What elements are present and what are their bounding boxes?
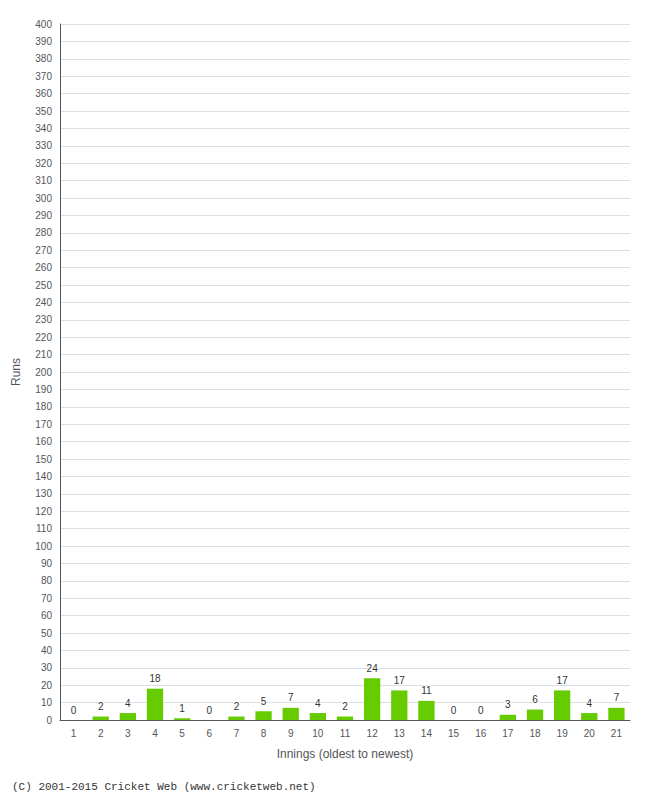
svg-text:3: 3	[505, 699, 511, 710]
svg-text:360: 360	[35, 88, 52, 99]
svg-text:4: 4	[125, 698, 131, 709]
svg-text:1: 1	[179, 703, 185, 714]
svg-text:5: 5	[179, 728, 185, 739]
svg-text:100: 100	[35, 541, 52, 552]
svg-text:17: 17	[394, 675, 406, 686]
svg-text:220: 220	[35, 332, 52, 343]
svg-text:21: 21	[611, 728, 623, 739]
svg-text:18: 18	[149, 673, 161, 684]
svg-text:260: 260	[35, 262, 52, 273]
svg-text:340: 340	[35, 123, 52, 134]
svg-text:330: 330	[35, 140, 52, 151]
svg-text:50: 50	[41, 628, 53, 639]
svg-text:200: 200	[35, 367, 52, 378]
svg-text:4: 4	[152, 728, 158, 739]
svg-text:9: 9	[288, 728, 294, 739]
svg-text:6: 6	[532, 694, 538, 705]
svg-text:2: 2	[98, 728, 104, 739]
svg-text:370: 370	[35, 71, 52, 82]
svg-text:1: 1	[71, 728, 77, 739]
svg-text:250: 250	[35, 280, 52, 291]
svg-text:0: 0	[478, 705, 484, 716]
svg-text:6: 6	[207, 728, 213, 739]
svg-text:240: 240	[35, 297, 52, 308]
svg-text:0: 0	[46, 715, 52, 726]
svg-text:3: 3	[125, 728, 131, 739]
svg-text:24: 24	[367, 663, 379, 674]
svg-text:17: 17	[557, 675, 569, 686]
svg-text:7: 7	[288, 692, 294, 703]
svg-text:Runs: Runs	[9, 358, 23, 386]
svg-text:20: 20	[41, 680, 53, 691]
svg-text:4: 4	[587, 698, 593, 709]
svg-text:40: 40	[41, 645, 53, 656]
svg-text:2: 2	[98, 701, 104, 712]
svg-text:140: 140	[35, 471, 52, 482]
svg-text:7: 7	[614, 692, 620, 703]
svg-text:16: 16	[475, 728, 487, 739]
svg-text:30: 30	[41, 662, 53, 673]
svg-text:15: 15	[448, 728, 460, 739]
svg-text:150: 150	[35, 454, 52, 465]
svg-text:400: 400	[35, 19, 52, 30]
svg-text:19: 19	[557, 728, 569, 739]
svg-text:14: 14	[421, 728, 433, 739]
svg-text:160: 160	[35, 436, 52, 447]
svg-text:2: 2	[234, 701, 240, 712]
svg-text:(C) 2001-2015 Cricket Web (www: (C) 2001-2015 Cricket Web (www.cricketwe…	[12, 781, 316, 793]
svg-text:2: 2	[342, 701, 348, 712]
svg-text:320: 320	[35, 158, 52, 169]
svg-text:280: 280	[35, 227, 52, 238]
svg-text:8: 8	[261, 728, 267, 739]
svg-text:7: 7	[234, 728, 240, 739]
svg-text:190: 190	[35, 384, 52, 395]
svg-text:90: 90	[41, 558, 53, 569]
svg-text:310: 310	[35, 175, 52, 186]
svg-text:380: 380	[35, 53, 52, 64]
svg-text:80: 80	[41, 575, 53, 586]
svg-text:300: 300	[35, 193, 52, 204]
svg-text:270: 270	[35, 245, 52, 256]
svg-text:10: 10	[312, 728, 324, 739]
svg-text:130: 130	[35, 488, 52, 499]
svg-text:11: 11	[340, 728, 351, 739]
svg-text:Innings (oldest to newest): Innings (oldest to newest)	[277, 747, 414, 761]
svg-text:350: 350	[35, 106, 52, 117]
svg-text:60: 60	[41, 610, 53, 621]
svg-text:210: 210	[35, 349, 52, 360]
svg-text:11: 11	[421, 685, 432, 696]
svg-text:4: 4	[315, 698, 321, 709]
svg-text:120: 120	[35, 506, 52, 517]
svg-text:390: 390	[35, 36, 52, 47]
svg-text:0: 0	[451, 705, 457, 716]
svg-text:230: 230	[35, 314, 52, 325]
svg-text:12: 12	[367, 728, 379, 739]
svg-text:0: 0	[71, 705, 77, 716]
svg-text:10: 10	[41, 697, 53, 708]
svg-text:290: 290	[35, 210, 52, 221]
svg-text:17: 17	[502, 728, 514, 739]
svg-text:18: 18	[529, 728, 541, 739]
svg-text:0: 0	[207, 705, 213, 716]
svg-text:13: 13	[394, 728, 406, 739]
svg-text:5: 5	[261, 696, 267, 707]
svg-text:70: 70	[41, 593, 53, 604]
svg-text:110: 110	[36, 523, 52, 534]
svg-text:170: 170	[35, 419, 52, 430]
svg-text:180: 180	[35, 401, 52, 412]
svg-text:20: 20	[584, 728, 596, 739]
